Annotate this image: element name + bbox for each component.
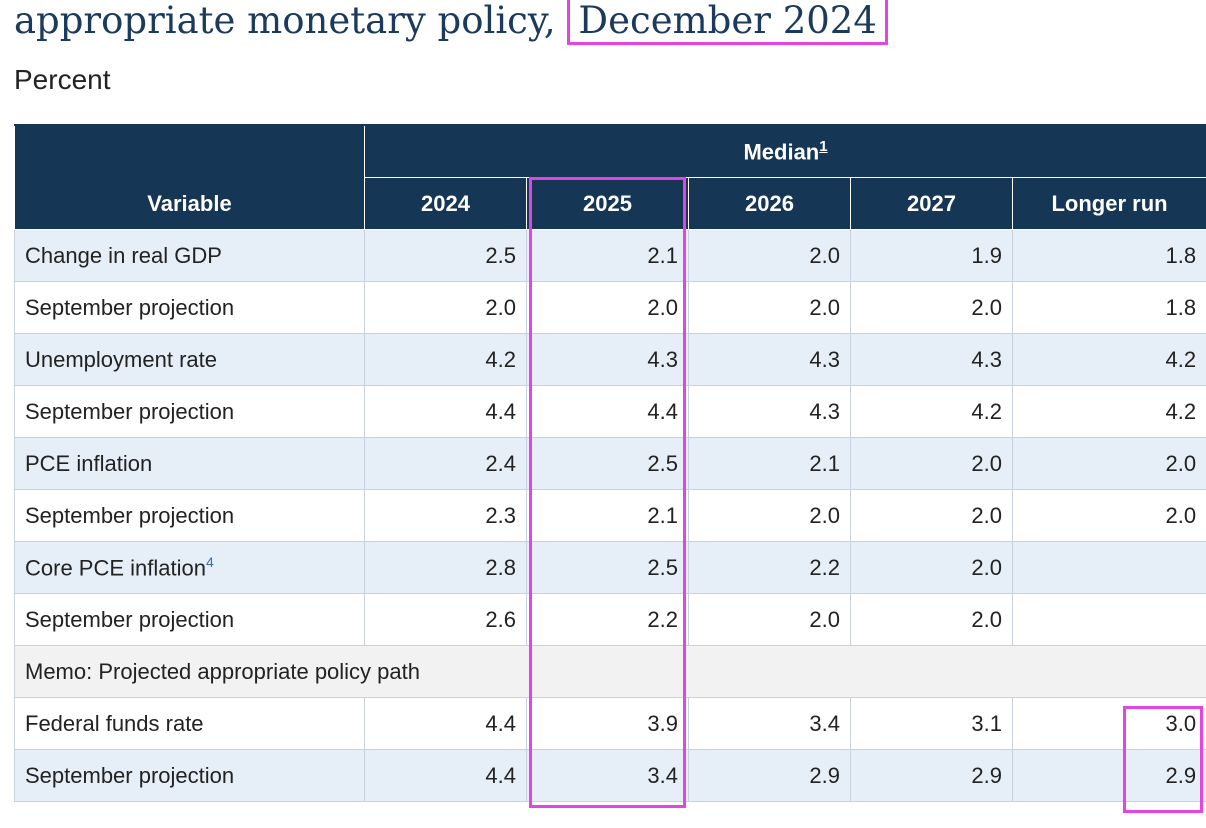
table-cell: 3.4 bbox=[688, 697, 851, 750]
table-cell: 2.2 bbox=[526, 593, 689, 646]
memo-row: Memo: Projected appropriate policy path bbox=[13, 645, 1206, 698]
table-cell: 3.0 bbox=[1011, 697, 1206, 750]
table-cell: 4.3 bbox=[526, 333, 689, 386]
table-cell: 2.0 bbox=[850, 593, 1013, 646]
footnote-link[interactable]: 4 bbox=[205, 553, 214, 570]
table-cell: 2.2 bbox=[688, 541, 851, 594]
table-cell: 2.0 bbox=[526, 281, 689, 334]
row-label: September projection bbox=[14, 593, 365, 646]
row-label: Unemployment rate bbox=[14, 333, 365, 386]
table-cell: 4.2 bbox=[364, 333, 527, 386]
table-cell bbox=[1011, 541, 1206, 594]
table-cell: 2.0 bbox=[688, 229, 851, 282]
table-cell: 4.3 bbox=[688, 333, 851, 386]
projections-table: Variable Median1 2024 2025 2026 2027 Lon… bbox=[13, 124, 1206, 802]
table-cell: 2.4 bbox=[364, 437, 527, 490]
median-footnote-link[interactable]: 1 bbox=[819, 137, 828, 155]
table-cell: 1.9 bbox=[850, 229, 1013, 282]
table-cell: 2.1 bbox=[688, 437, 851, 490]
table-cell: 4.4 bbox=[526, 385, 689, 438]
row-label-text: Core PCE inflation bbox=[25, 555, 206, 581]
table-row: September projection 2.3 2.1 2.0 2.0 2.0 bbox=[14, 489, 1206, 542]
table-cell: 2.0 bbox=[364, 281, 527, 334]
title-prefix: appropriate monetary policy, bbox=[14, 0, 556, 42]
variable-header-label: Variable bbox=[147, 191, 232, 216]
table-cell: 3.1 bbox=[850, 697, 1013, 750]
table-cell: 4.2 bbox=[1011, 333, 1206, 386]
year-header: 2027 bbox=[850, 177, 1013, 230]
table-row: September projection 4.4 4.4 4.3 4.2 4.2 bbox=[14, 385, 1206, 438]
table-cell: 1.8 bbox=[1011, 281, 1206, 334]
row-label: Change in real GDP bbox=[14, 229, 365, 282]
table-row: Change in real GDP 2.5 2.1 2.0 1.9 1.8 bbox=[14, 229, 1206, 282]
table-cell: 3.4 bbox=[526, 749, 689, 802]
table-row: September projection 4.4 3.4 2.9 2.9 2.9 bbox=[14, 749, 1206, 802]
table-row: September projection 2.6 2.2 2.0 2.0 bbox=[14, 593, 1206, 646]
row-label: September projection bbox=[14, 489, 365, 542]
table-cell: 2.3 bbox=[364, 489, 527, 542]
table-cell: 2.0 bbox=[850, 489, 1013, 542]
title-date-highlight: December 2024 bbox=[567, 0, 888, 45]
variable-header: Variable bbox=[14, 124, 365, 230]
table-cell: 2.0 bbox=[688, 281, 851, 334]
table-cell: 2.0 bbox=[850, 437, 1013, 490]
table-cell: 2.5 bbox=[526, 437, 689, 490]
table-cell: 3.9 bbox=[526, 697, 689, 750]
table-cell: 2.5 bbox=[364, 229, 527, 282]
table-cell: 2.9 bbox=[850, 749, 1013, 802]
table-cell: 2.9 bbox=[1011, 749, 1206, 802]
table-cell: 2.8 bbox=[364, 541, 527, 594]
year-header: 2026 bbox=[688, 177, 851, 230]
table-cell: 2.0 bbox=[1011, 489, 1206, 542]
table-cell: 2.5 bbox=[526, 541, 689, 594]
table-cell: 2.1 bbox=[526, 489, 689, 542]
row-label: Core PCE inflation4 bbox=[14, 541, 365, 594]
units-label: Percent bbox=[14, 64, 111, 95]
year-header: 2025 bbox=[526, 177, 689, 230]
table-cell: 4.3 bbox=[850, 333, 1013, 386]
table-cell: 2.9 bbox=[688, 749, 851, 802]
table-cell: 4.4 bbox=[364, 385, 527, 438]
table-cell: 2.1 bbox=[526, 229, 689, 282]
row-label: PCE inflation bbox=[14, 437, 365, 490]
table-cell: 2.0 bbox=[688, 593, 851, 646]
table-cell: 2.0 bbox=[850, 281, 1013, 334]
table-cell: 2.0 bbox=[688, 489, 851, 542]
row-label: September projection bbox=[14, 749, 365, 802]
table-cell: 2.0 bbox=[850, 541, 1013, 594]
year-header: 2024 bbox=[364, 177, 527, 230]
table-cell: 4.4 bbox=[364, 697, 527, 750]
table-cell: 4.2 bbox=[850, 385, 1013, 438]
median-header-label: Median bbox=[743, 139, 820, 165]
row-label: September projection bbox=[14, 281, 365, 334]
table-cell: 2.6 bbox=[364, 593, 527, 646]
table-row: September projection 2.0 2.0 2.0 2.0 1.8 bbox=[14, 281, 1206, 334]
table-row: Core PCE inflation4 2.8 2.5 2.2 2.0 bbox=[14, 541, 1206, 594]
table-cell: 4.3 bbox=[688, 385, 851, 438]
table-row: Unemployment rate 4.2 4.3 4.3 4.3 4.2 bbox=[14, 333, 1206, 386]
median-header: Median1 bbox=[363, 124, 1206, 178]
table-row: PCE inflation 2.4 2.5 2.1 2.0 2.0 bbox=[14, 437, 1206, 490]
table-cell: 1.8 bbox=[1011, 229, 1206, 282]
row-label: Federal funds rate bbox=[14, 697, 365, 750]
table-row: Federal funds rate 4.4 3.9 3.4 3.1 3.0 bbox=[14, 697, 1206, 750]
row-label: September projection bbox=[14, 385, 365, 438]
page-title: appropriate monetary policy, December 20… bbox=[14, 0, 888, 46]
table-cell: 2.0 bbox=[1011, 437, 1206, 490]
memo-label: Memo: Projected appropriate policy path bbox=[13, 645, 1206, 698]
table-cell: 4.2 bbox=[1011, 385, 1206, 438]
year-header: Longer run bbox=[1011, 177, 1206, 230]
table-cell bbox=[1011, 593, 1206, 646]
table-cell: 4.4 bbox=[364, 749, 527, 802]
